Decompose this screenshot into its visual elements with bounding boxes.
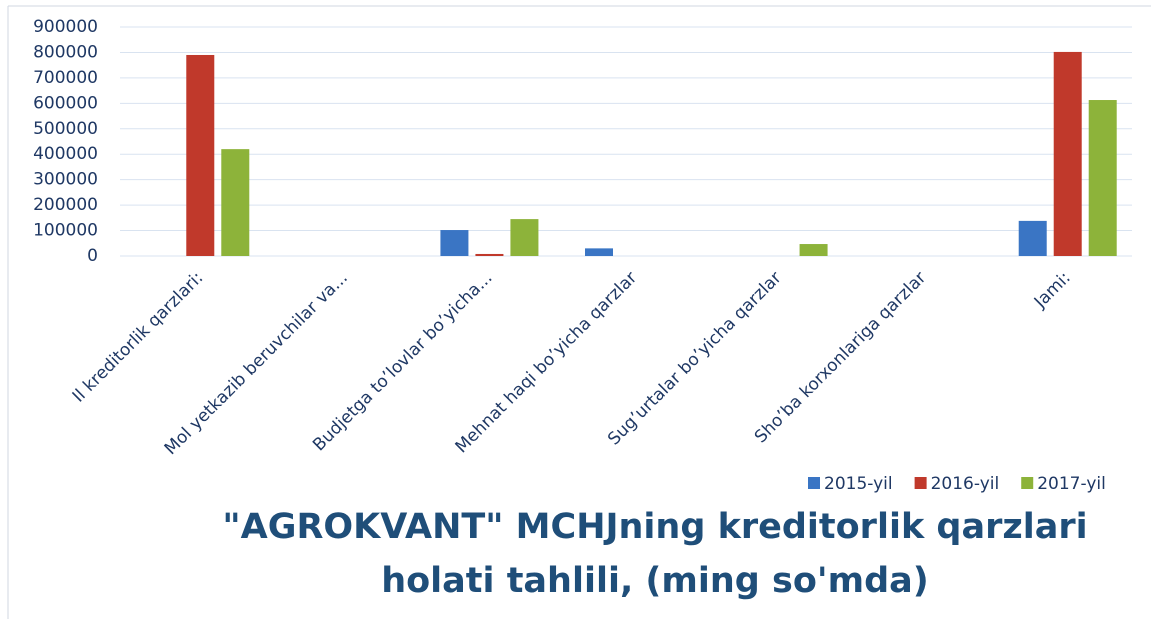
y-tick-label: 500000	[33, 119, 98, 139]
bar	[440, 230, 469, 256]
legend-label: 2016-yil	[931, 474, 1000, 494]
bar	[1053, 51, 1082, 257]
y-tick-label: 400000	[33, 144, 98, 164]
y-tick-label: 900000	[33, 17, 98, 37]
bar	[799, 244, 828, 256]
y-tick-label: 100000	[33, 221, 98, 241]
x-tick-label: Il kreditorlik qarzlari:	[69, 268, 208, 407]
chart-title: "AGROKVANT" MCHJning kreditorlik qarzlar…	[222, 507, 1088, 601]
legend-label: 2017-yil	[1037, 474, 1106, 494]
y-tick-label: 800000	[33, 42, 98, 62]
bar	[585, 248, 613, 256]
bar	[1088, 100, 1117, 256]
legend-swatch	[1021, 477, 1034, 489]
y-tick-label: 200000	[33, 195, 98, 215]
bar	[475, 253, 504, 256]
y-tick-label: 300000	[33, 170, 98, 190]
bar	[186, 54, 215, 256]
bar	[1018, 220, 1047, 256]
legend-swatch	[808, 477, 820, 489]
bar	[510, 219, 539, 256]
x-tick-label: Sug’urtalar bo’yicha qarzlar	[604, 268, 786, 450]
y-tick-label: 600000	[33, 93, 98, 113]
legend-swatch	[914, 477, 927, 489]
x-tick-label: Sho’ba korxonlariga qarzlar	[751, 268, 930, 447]
x-tick-label: Jami:	[1030, 268, 1075, 313]
y-tick-label: 0	[87, 246, 98, 266]
bar	[221, 149, 250, 256]
legend-label: 2015-yil	[824, 474, 893, 494]
y-tick-label: 700000	[33, 68, 98, 88]
